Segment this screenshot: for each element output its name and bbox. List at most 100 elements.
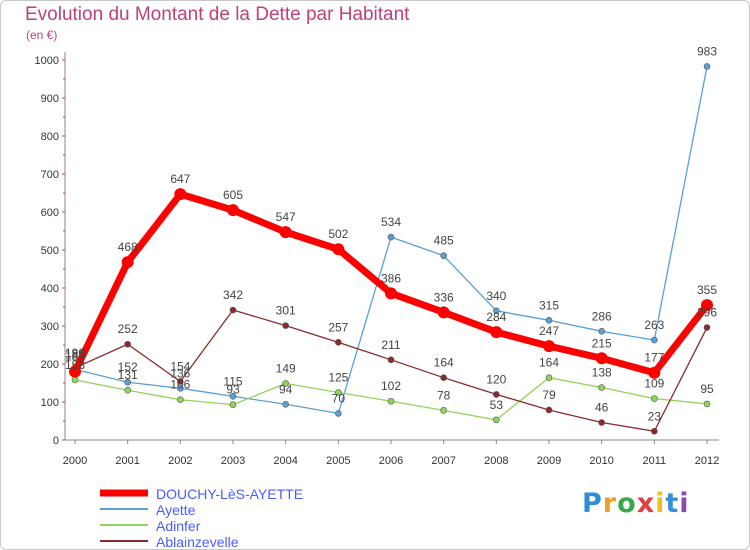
data-label: 120 <box>486 372 506 386</box>
data-point <box>335 339 342 346</box>
y-tick-label: 600 <box>41 207 59 219</box>
chart-subtitle: (en €) <box>26 28 58 42</box>
logo-letter: t <box>665 488 680 519</box>
x-tick-label: 2012 <box>695 455 719 467</box>
data-label: 301 <box>276 304 296 318</box>
data-point <box>598 384 605 391</box>
data-label: 53 <box>490 398 504 412</box>
logo-letter: P <box>582 488 603 519</box>
data-label: 257 <box>328 320 348 334</box>
data-point <box>493 416 500 424</box>
data-label: 23 <box>648 409 662 423</box>
data-label: 138 <box>592 366 612 380</box>
data-point <box>279 226 292 239</box>
data-label: 485 <box>434 234 454 248</box>
data-point <box>545 406 553 414</box>
legend-label: Ablainzevelle <box>156 534 239 550</box>
data-label: 177 <box>644 351 664 365</box>
data-label: 355 <box>697 283 717 297</box>
data-label: 164 <box>539 356 559 370</box>
data-point <box>701 299 713 312</box>
data-label: 263 <box>644 318 664 332</box>
data-point <box>227 204 239 217</box>
y-tick-label: 800 <box>41 131 59 143</box>
data-point <box>651 427 658 435</box>
y-tick-label: 700 <box>41 169 59 181</box>
y-tick-label: 1000 <box>35 55 59 67</box>
data-point <box>490 326 503 339</box>
data-point <box>124 386 131 394</box>
x-tick-label: 2003 <box>221 455 245 467</box>
y-tick-label: 400 <box>41 283 59 295</box>
data-label: 106 <box>170 378 190 392</box>
data-point <box>174 188 187 201</box>
data-label: 70 <box>332 391 346 405</box>
data-label: 46 <box>595 401 609 415</box>
y-tick-label: 300 <box>41 321 59 333</box>
logo-letter: o <box>617 488 637 519</box>
data-point <box>648 366 661 379</box>
data-point <box>332 243 345 256</box>
logo-letter: r <box>602 488 618 519</box>
data-point <box>229 306 237 314</box>
data-label: 95 <box>700 382 714 396</box>
data-point <box>229 401 237 408</box>
data-label: 286 <box>592 309 612 323</box>
data-point <box>177 385 184 392</box>
data-point <box>703 324 711 331</box>
data-label: 94 <box>279 382 293 396</box>
data-label: 190 <box>65 346 85 360</box>
data-point <box>703 400 711 408</box>
data-label: 547 <box>276 210 296 224</box>
y-tick-label: 200 <box>41 359 59 371</box>
data-point <box>177 378 184 385</box>
data-label: 605 <box>223 188 243 202</box>
data-label: 125 <box>328 371 348 385</box>
data-label: 78 <box>437 388 451 402</box>
data-label: 315 <box>539 298 559 312</box>
data-label: 340 <box>486 289 506 303</box>
x-tick-label: 2000 <box>63 455 87 467</box>
data-point <box>651 336 658 344</box>
data-point <box>282 400 289 408</box>
data-point <box>598 419 605 426</box>
proxiti-logo: Proxiti <box>582 488 690 519</box>
data-point <box>124 378 131 386</box>
data-point <box>387 233 395 241</box>
data-point <box>493 391 500 398</box>
data-point <box>121 256 134 269</box>
data-label: 109 <box>644 377 664 391</box>
data-point <box>385 287 397 300</box>
logo-letter: x <box>636 488 656 519</box>
data-point <box>177 396 184 404</box>
data-point <box>335 389 342 396</box>
x-tick-label: 2006 <box>379 455 403 467</box>
y-tick-label: 900 <box>41 93 59 105</box>
data-label: 247 <box>539 324 559 338</box>
x-tick-label: 2011 <box>643 455 667 467</box>
data-point <box>387 397 395 405</box>
legend-label: Ayette <box>156 502 196 518</box>
data-label: 534 <box>381 215 401 229</box>
data-point <box>703 63 711 70</box>
data-label: 149 <box>276 361 296 375</box>
x-tick-label: 2004 <box>273 455 297 467</box>
data-point <box>440 252 447 259</box>
data-point <box>437 306 450 319</box>
data-label: 158 <box>65 358 85 372</box>
data-label: 211 <box>381 338 400 352</box>
data-point <box>598 328 605 335</box>
data-point <box>124 340 131 348</box>
data-label: 115 <box>223 374 242 388</box>
legend-label: DOUCHY-LèS-AYETTE <box>156 486 303 502</box>
data-label: 336 <box>434 290 454 304</box>
data-label: 386 <box>381 271 401 285</box>
data-label: 136 <box>170 366 190 380</box>
x-tick-label: 2005 <box>326 455 350 467</box>
data-label: 186 <box>65 347 85 361</box>
x-tick-label: 2001 <box>115 455 139 467</box>
data-point <box>440 374 447 381</box>
y-tick-label: 0 <box>53 435 59 447</box>
data-label: 468 <box>118 240 138 254</box>
